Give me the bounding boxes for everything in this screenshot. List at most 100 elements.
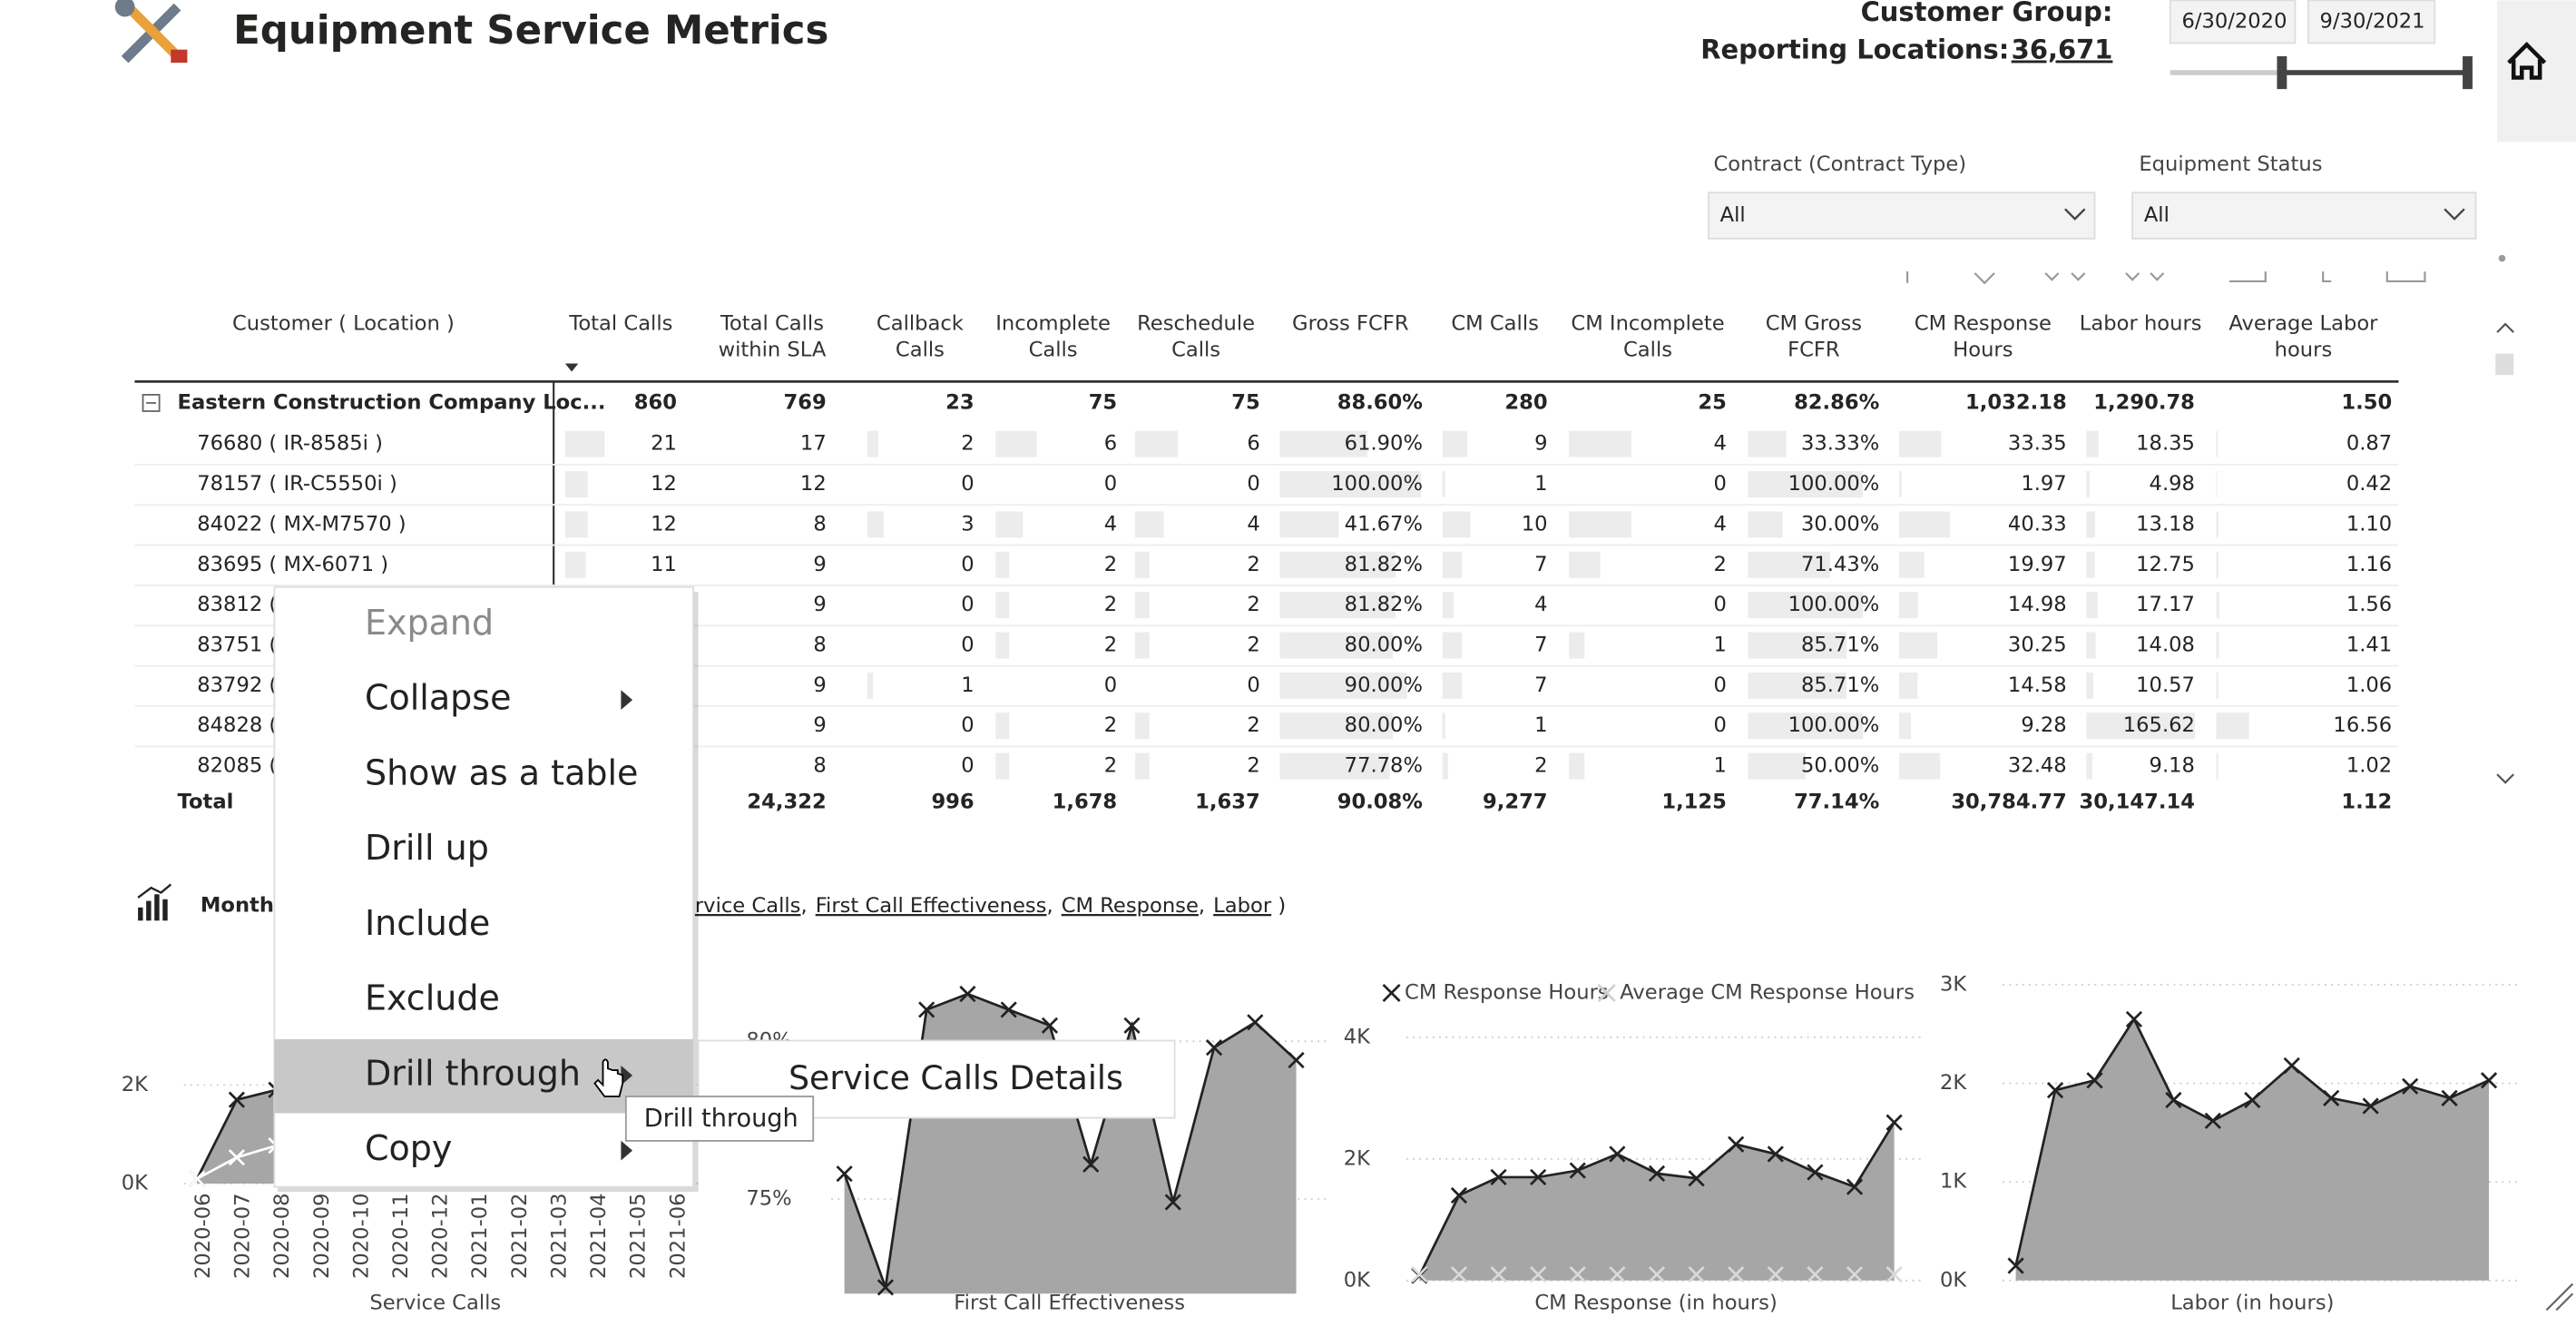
resize-handle[interactable] <box>2545 1283 2574 1312</box>
data-bar <box>1279 713 1394 740</box>
cell-value: 2 <box>1714 553 1727 576</box>
column-header[interactable]: Reschedule <box>1137 312 1255 336</box>
cell-value: 12 <box>651 472 677 496</box>
column-header[interactable]: Calls <box>896 339 945 362</box>
legend-label[interactable]: Average CM Response Hours <box>1620 980 1915 1004</box>
cell-value: 100.00% <box>1788 593 1880 616</box>
row-label: 83792 ( <box>197 673 277 697</box>
cell-value: 12.75 <box>2136 553 2195 576</box>
column-header[interactable]: hours <box>2275 339 2333 362</box>
column-header[interactable]: Callback <box>877 312 965 336</box>
filter-dropdown[interactable] <box>2131 192 2477 240</box>
marker <box>1846 1266 1864 1283</box>
data-bar <box>1135 551 1150 578</box>
column-header[interactable]: Total Calls <box>568 312 672 336</box>
column-header[interactable]: Calls <box>1623 339 1672 362</box>
scrollbar[interactable] <box>2495 322 2514 784</box>
data-bar <box>1442 511 1471 538</box>
data-bar <box>995 511 1024 538</box>
data-bar <box>2216 672 2218 699</box>
data-bar <box>1442 713 1445 740</box>
marker <box>2007 1257 2024 1274</box>
menu-item[interactable]: Drill up <box>365 828 489 868</box>
cell-value: 90.08% <box>1337 790 1423 813</box>
cell-value: 2 <box>961 432 974 456</box>
submenu-item[interactable]: Service Calls Details <box>788 1058 1123 1097</box>
menu-item[interactable]: Include <box>365 903 490 943</box>
home-button[interactable] <box>2497 0 2576 143</box>
data-bar <box>2216 551 2219 578</box>
reporting-locations-label: Reporting Locations: <box>1700 34 2009 64</box>
marker <box>1164 1194 1181 1211</box>
marker <box>228 1091 245 1108</box>
data-bar <box>2086 551 2095 578</box>
chart-title: Service Calls <box>369 1292 501 1315</box>
column-header[interactable]: Customer ( Location ) <box>232 312 455 336</box>
marker <box>2283 1057 2300 1075</box>
cell-value: 2 <box>1104 713 1117 737</box>
marker <box>2441 1089 2458 1106</box>
legend-label[interactable]: CM Response Hours <box>1405 980 1609 1004</box>
drill-link[interactable]: CM Response <box>1062 893 1199 917</box>
menu-item[interactable]: Drill through <box>365 1053 581 1093</box>
cell-value: 2 <box>1247 553 1259 576</box>
data-bar <box>1135 511 1164 538</box>
cell-value: 0 <box>961 553 974 576</box>
column-header[interactable]: Hours <box>1953 339 2013 362</box>
cell-value: 32.48 <box>2008 754 2067 778</box>
column-header[interactable]: Calls <box>1029 339 1078 362</box>
cell-value: 30,784.77 <box>1951 790 2066 813</box>
column-header[interactable]: Incomplete <box>995 312 1111 336</box>
reporting-locations-value[interactable]: 36,671 <box>2012 34 2113 64</box>
column-header[interactable]: CM Response <box>1915 312 2052 336</box>
data-bar <box>1899 713 1911 740</box>
cell-value: 4 <box>1714 432 1727 456</box>
column-header[interactable]: Average Labor <box>2228 312 2378 336</box>
drill-link[interactable]: First Call Effectiveness <box>816 893 1047 917</box>
column-header[interactable]: Labor hours <box>2080 312 2202 336</box>
drill-link[interactable]: Labor <box>1213 893 1272 917</box>
slider-handle[interactable] <box>2277 55 2287 90</box>
marker <box>1450 1266 1468 1283</box>
data-bar <box>1569 551 1601 578</box>
slider-handle[interactable] <box>2463 55 2473 90</box>
data-bar <box>2086 430 2099 457</box>
drill-link[interactable]: rvice Calls <box>695 893 801 917</box>
cell-value: 25 <box>1698 390 1727 414</box>
y-tick-label: 3K <box>1940 972 1967 996</box>
column-header[interactable]: CM Incomplete <box>1571 312 1724 336</box>
column-header[interactable]: CM Calls <box>1451 312 1539 336</box>
visual-header-icons[interactable] <box>1906 254 2506 285</box>
date-end-box[interactable] <box>2307 0 2436 44</box>
data-bar <box>995 632 1010 659</box>
data-bar <box>1748 551 1830 578</box>
cell-value: 88.60% <box>1337 390 1423 414</box>
column-header[interactable]: within SLA <box>719 339 827 362</box>
column-header[interactable]: Total Calls <box>720 312 824 336</box>
cell-value: 1 <box>1714 754 1727 778</box>
cell-value: 0 <box>1714 713 1727 737</box>
x-tick-label: 2021-04 <box>587 1193 611 1279</box>
column-header[interactable]: Calls <box>1171 339 1220 362</box>
data-bar <box>2216 471 2218 498</box>
x-tick-label: 2020-09 <box>310 1193 334 1279</box>
menu-item[interactable]: Show as a table <box>365 752 639 792</box>
marker <box>1288 1051 1305 1069</box>
data-bar <box>1899 672 1918 699</box>
column-header[interactable]: FCFR <box>1788 339 1840 362</box>
column-header[interactable]: Gross FCFR <box>1292 312 1409 336</box>
filter-dropdown[interactable] <box>1708 192 2096 240</box>
menu-item[interactable]: Exclude <box>365 978 500 1018</box>
data-bar <box>1569 430 1631 457</box>
cell-value: 81.82% <box>1345 593 1423 616</box>
column-header[interactable]: CM Gross <box>1766 312 1862 336</box>
chart-title: Labor (in hours) <box>2170 1292 2334 1315</box>
cell-value: 82.86% <box>1794 390 1879 414</box>
data-bar <box>995 713 1010 740</box>
menu-item[interactable]: Collapse <box>365 678 512 718</box>
menu-item[interactable]: Copy <box>365 1128 452 1168</box>
date-start-box[interactable] <box>2169 0 2297 44</box>
filter-label: Contract (Contract Type) <box>1713 152 1966 176</box>
y-tick-label: 2K <box>122 1073 149 1096</box>
data-bar <box>2086 713 2195 740</box>
